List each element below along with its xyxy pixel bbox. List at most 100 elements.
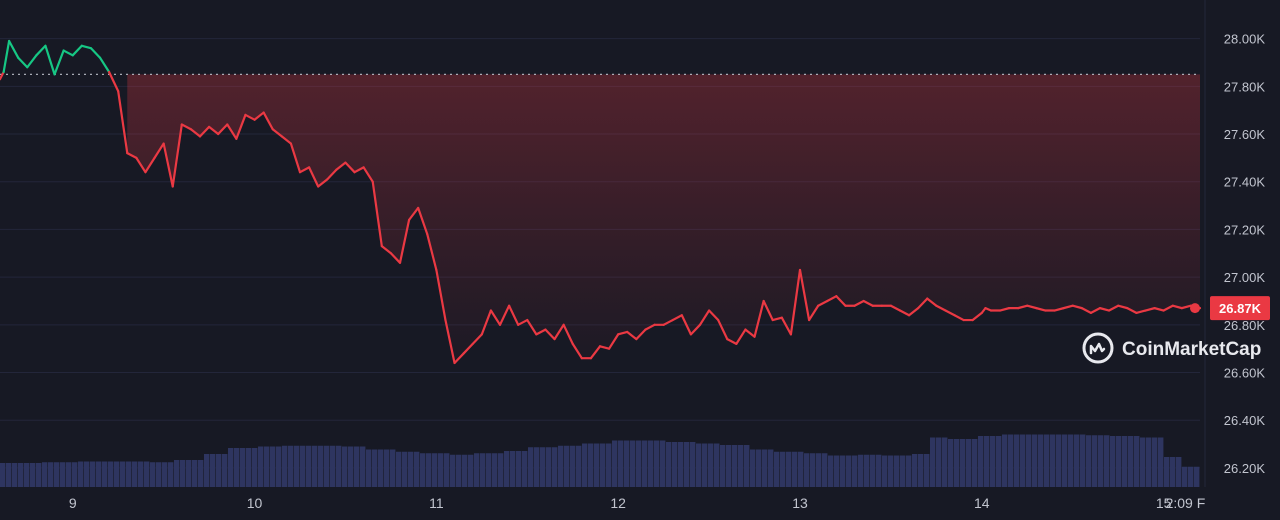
volume-bar	[474, 453, 480, 487]
price-line-segment	[698, 309, 711, 326]
volume-bar	[1008, 434, 1014, 487]
volume-bar	[42, 462, 48, 487]
price-line-segment	[117, 89, 129, 155]
volume-bar	[690, 442, 696, 487]
price-line-segment	[617, 330, 629, 336]
volume-bar	[1110, 436, 1116, 487]
volume-bar	[540, 447, 546, 487]
volume-bar	[606, 443, 612, 487]
below-open-area	[127, 74, 1201, 363]
volume-bar	[660, 440, 666, 487]
volume-bar	[666, 442, 672, 487]
price-line-segment	[89, 47, 102, 59]
price-line-segment	[780, 316, 793, 336]
volume-bar	[0, 463, 6, 487]
volume-bar	[162, 462, 168, 487]
volume-bar	[228, 448, 234, 487]
x-tick-label: 15	[1156, 495, 1172, 511]
coinmarketcap-logo-icon	[1082, 332, 1114, 364]
volume-bar	[1176, 457, 1182, 487]
volume-bar	[156, 462, 162, 487]
volume-bar	[1188, 466, 1194, 487]
volume-bar	[852, 455, 858, 487]
volume-bar	[762, 449, 768, 487]
price-line-segment	[944, 309, 956, 317]
price-line-segment	[1089, 307, 1102, 314]
x-tick-label: 14	[974, 495, 990, 511]
price-line-segment	[217, 123, 229, 136]
price-line-segment	[626, 330, 638, 341]
y-tick-label: 27.00K	[1224, 270, 1266, 285]
volume-bar	[618, 440, 624, 487]
volume-bar	[768, 449, 774, 487]
volume-bar	[120, 461, 126, 487]
volume-bar	[1152, 437, 1158, 487]
price-line-segment	[498, 304, 511, 326]
volume-bar	[576, 445, 582, 487]
volume-bar	[1134, 436, 1140, 487]
volume-bar	[1056, 434, 1062, 487]
volume-bar	[114, 461, 120, 487]
price-line-segment	[44, 44, 56, 76]
volume-bar	[492, 453, 498, 487]
price-line-segment	[1144, 307, 1156, 312]
price-line-segment	[789, 268, 802, 336]
price-line-segment	[380, 245, 393, 255]
volume-bar	[594, 443, 600, 487]
volume-bar	[534, 447, 540, 487]
price-line-segment	[298, 166, 311, 174]
volume-bar	[564, 445, 570, 487]
price-line-segment	[444, 318, 456, 365]
price-line-segment	[398, 218, 411, 264]
volume-bar	[66, 462, 72, 487]
volume-bar	[1098, 435, 1104, 487]
volume-bar	[138, 461, 144, 487]
volume-bar	[1122, 436, 1128, 487]
volume-bar	[1104, 435, 1110, 487]
price-line-segment	[853, 299, 865, 307]
price-line-segment	[535, 328, 547, 336]
price-line-segment	[489, 309, 502, 326]
price-line-segment	[807, 304, 820, 322]
volume-bar	[306, 445, 312, 487]
price-line-segment	[35, 44, 47, 57]
price-line-segment	[1171, 304, 1183, 310]
price-line-segment	[289, 142, 302, 174]
price-line-segment	[544, 328, 556, 341]
price-line-segment	[307, 166, 320, 188]
volume-bar	[318, 445, 324, 487]
volume-bar	[1080, 434, 1086, 487]
volume-bar	[1170, 457, 1176, 487]
volume-bar	[810, 453, 816, 487]
price-line-segment	[935, 304, 947, 312]
volume-bar	[246, 448, 252, 487]
price-line-segment	[353, 166, 365, 174]
volume-bar	[48, 462, 54, 487]
volume-bar	[480, 453, 486, 487]
price-line-segment	[53, 49, 65, 76]
volume-bar	[72, 462, 78, 487]
price-line-segment	[426, 233, 438, 272]
volume-bar	[252, 448, 258, 487]
volume-bar	[180, 460, 186, 487]
volume-bar	[486, 453, 492, 487]
volume-bar	[780, 451, 786, 487]
price-line-segment	[317, 178, 329, 188]
volume-bar	[882, 455, 888, 487]
volume-bar	[858, 454, 864, 487]
volume-bar	[276, 446, 282, 487]
volume-bar	[528, 447, 534, 487]
price-line-segment	[253, 111, 265, 121]
volume-bar	[1164, 457, 1170, 487]
volume-bar	[864, 454, 870, 487]
price-line-segment	[826, 295, 838, 303]
volume-bar	[570, 445, 576, 487]
volume-bar	[186, 460, 192, 487]
volume-bar	[642, 440, 648, 487]
volume-bar	[1158, 437, 1164, 487]
price-line-segment	[389, 252, 402, 264]
volume-bar	[552, 447, 558, 487]
volume-bar	[414, 451, 420, 487]
